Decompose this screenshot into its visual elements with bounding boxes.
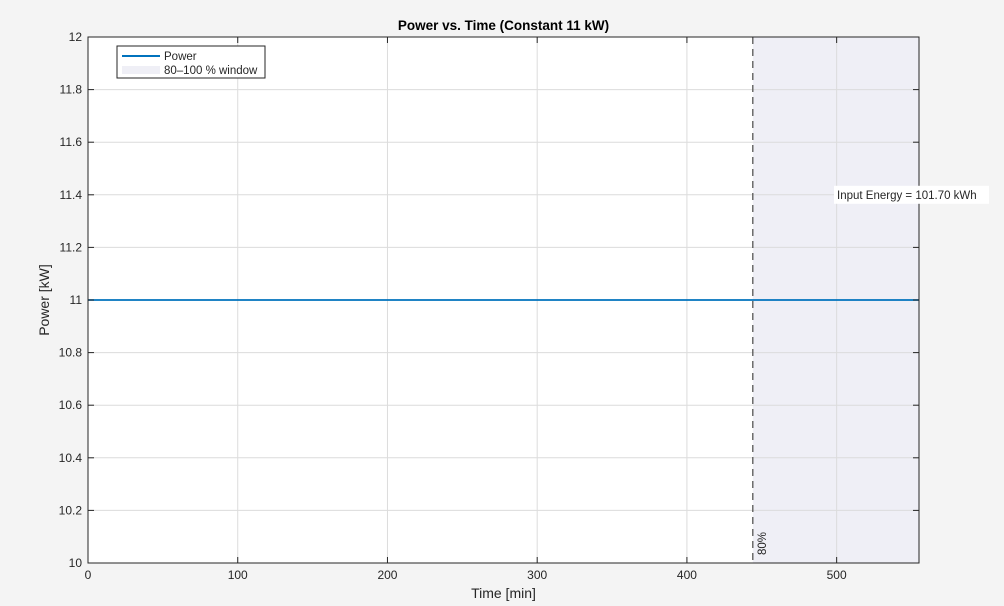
x-tick-label: 0	[85, 568, 92, 582]
legend-window-label: 80–100 % window	[164, 65, 258, 77]
x-tick-label: 100	[228, 568, 248, 582]
y-tick-label: 10.4	[59, 451, 83, 465]
y-tick-label: 10.2	[59, 503, 83, 517]
legend-box	[116, 45, 266, 79]
y-tick-label: 11.6	[60, 135, 83, 149]
legend-window-swatch	[122, 66, 160, 74]
axis-ticks: 0 100 200 300 400 500 10 10.2 10.4 10.6 10.8 11 11.2…	[59, 30, 919, 582]
x-tick-label: 300	[527, 568, 547, 582]
legend-power-label: Power	[164, 51, 197, 63]
x-tick-label: 200	[377, 568, 397, 582]
y-tick-label: 11	[70, 293, 83, 307]
window-marker-label: 80%	[757, 532, 769, 555]
legend: Power 80–100 % window	[116, 45, 266, 79]
annotation: Input Energy = 101.70 kWh	[834, 185, 989, 204]
annotation-background	[834, 185, 989, 204]
x-axis-label: Time [min]	[471, 585, 536, 601]
annotation-text: Input Energy = 101.70 kWh	[837, 190, 977, 202]
y-tick-label: 12	[69, 30, 83, 44]
chart-title: Power vs. Time (Constant 11 kW)	[398, 18, 609, 33]
y-tick-label: 10	[69, 556, 83, 570]
y-tick-label: 11.8	[60, 83, 83, 97]
x-tick-label: 500	[827, 568, 847, 582]
y-tick-label: 10.6	[59, 398, 83, 412]
x-tick-label: 400	[677, 568, 697, 582]
y-tick-label: 11.4	[60, 188, 83, 202]
y-tick-label: 11.2	[60, 240, 83, 254]
y-tick-label: 10.8	[59, 346, 83, 360]
y-axis-label: Power [kW]	[36, 264, 52, 336]
